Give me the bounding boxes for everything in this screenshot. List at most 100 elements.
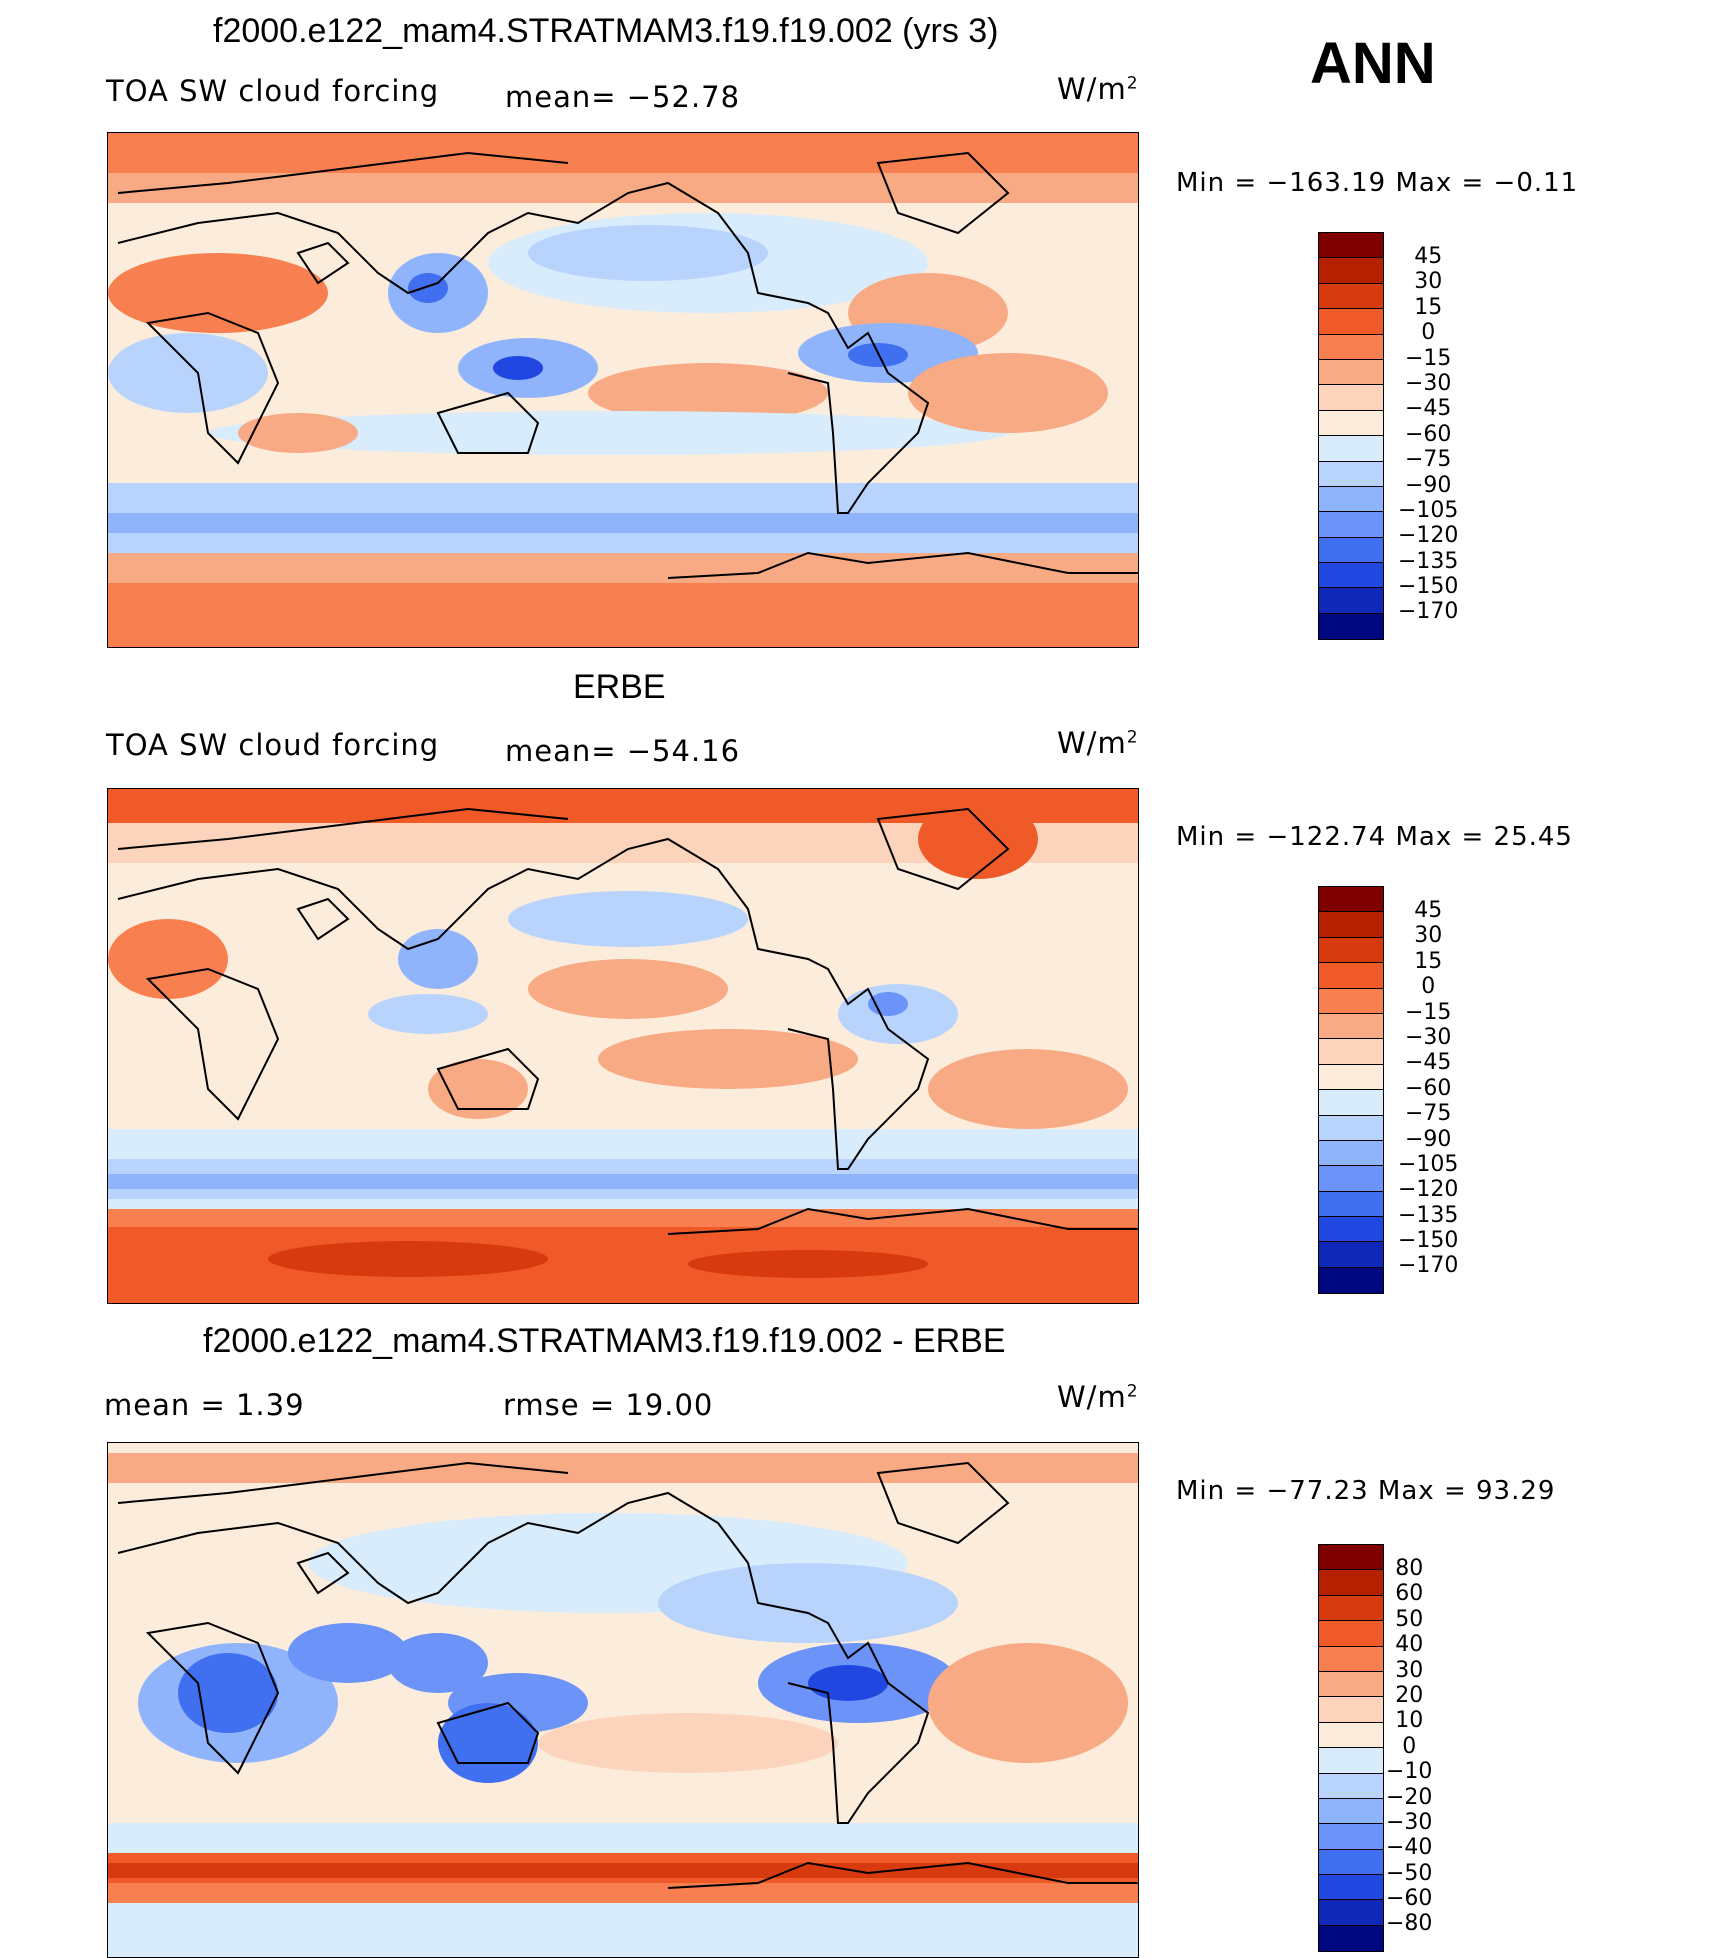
colorbar-tick-label: −45: [1405, 396, 1452, 422]
colorbar-tick-label: −170: [1398, 599, 1459, 625]
colorbar-tick-label: 15: [1414, 294, 1443, 320]
colorbar-swatch: [1319, 887, 1383, 913]
colorbar-swatch: [1319, 233, 1383, 259]
colorbar-swatch: [1319, 1090, 1383, 1116]
colorbar-tick-label: −80: [1386, 1911, 1433, 1937]
colorbar-swatch: [1319, 1824, 1383, 1850]
panel2-field-label: TOA SW cloud forcing: [106, 728, 440, 762]
colorbar-tick-label: 50: [1395, 1606, 1424, 1632]
colorbar-tick-label: −60: [1405, 1075, 1452, 1101]
colorbar-tick-label: 30: [1414, 923, 1443, 949]
panel1-min-max: Min = −163.19 Max = −0.11: [1176, 168, 1579, 198]
colorbar-tick-label: 10: [1395, 1708, 1424, 1734]
colorbar-swatch: [1319, 309, 1383, 335]
colorbar-swatch: [1319, 283, 1383, 310]
colorbar-swatch: [1319, 1722, 1383, 1749]
panel2-map: [107, 788, 1139, 1304]
colorbar-swatch: [1319, 1900, 1383, 1926]
colorbar-swatch: [1319, 1064, 1383, 1091]
colorbar-swatch: [1319, 1621, 1383, 1647]
panel1-units: W/m2: [1057, 72, 1139, 106]
colorbar-tick-label: −15: [1405, 999, 1452, 1025]
colorbar-tick-label: −30: [1405, 1024, 1452, 1050]
panel1-mean-label: mean= −52.78: [505, 80, 741, 114]
colorbar-swatch: [1319, 512, 1383, 538]
colorbar-tick-label: −40: [1386, 1835, 1433, 1861]
colorbar-swatch: [1319, 1570, 1383, 1596]
colorbar-swatch: [1319, 1039, 1383, 1065]
colorbar-swatch: [1319, 1595, 1383, 1622]
panel2-units: W/m2: [1057, 726, 1139, 760]
colorbar-tick-label: −60: [1386, 1886, 1433, 1912]
colorbar-swatch: [1319, 1115, 1383, 1141]
panel1-map: [107, 132, 1139, 648]
colorbar-swatch: [1319, 1140, 1383, 1167]
panel3-map: [107, 1442, 1139, 1958]
colorbar-swatch: [1319, 1646, 1383, 1672]
colorbar-swatch: [1319, 385, 1383, 411]
panel1-title: f2000.e122_mam4.STRATMAM3.f19.f19.002 (y…: [213, 12, 999, 50]
colorbar-tick-label: 30: [1414, 269, 1443, 295]
panel3-rmse-label: rmse = 19.00: [503, 1388, 714, 1422]
colorbar-tick-label: −135: [1398, 548, 1459, 574]
colorbar-swatch: [1319, 1013, 1383, 1040]
colorbar-swatch: [1319, 436, 1383, 462]
colorbar-tick-label: −105: [1398, 1151, 1459, 1177]
panel2-min-max: Min = −122.74 Max = 25.45: [1176, 822, 1573, 852]
colorbar-tick-label: 45: [1414, 244, 1443, 269]
colorbar-swatch: [1319, 1748, 1383, 1774]
colorbar-swatch: [1319, 588, 1383, 614]
colorbar-tick-label: 30: [1395, 1657, 1424, 1683]
colorbar-swatch: [1319, 410, 1383, 437]
colorbar-tick-label: −150: [1398, 574, 1459, 600]
colorbar-tick-label: −30: [1386, 1809, 1433, 1835]
panel2-colorbar-labels: 45 30 15 0 −15 −30 −45 −60 −75 −90 −105 −120 −135 −15…: [1398, 898, 1458, 1279]
colorbar-swatch: [1319, 1875, 1383, 1901]
panel1-field-label: TOA SW cloud forcing: [106, 74, 440, 108]
colorbar-swatch: [1319, 1242, 1383, 1268]
colorbar-swatch: [1319, 258, 1383, 284]
colorbar-swatch: [1319, 1166, 1383, 1192]
colorbar-swatch: [1319, 963, 1383, 989]
colorbar-tick-label: −90: [1405, 472, 1452, 498]
colorbar-swatch: [1319, 1697, 1383, 1723]
colorbar-tick-label: 0: [1402, 1733, 1417, 1759]
colorbar-tick-label: 80: [1395, 1556, 1424, 1581]
colorbar-swatch: [1319, 461, 1383, 487]
colorbar-swatch: [1319, 486, 1383, 513]
colorbar-tick-label: −170: [1398, 1253, 1459, 1279]
colorbar-tick-label: 45: [1414, 898, 1443, 923]
season-label: ANN: [1310, 31, 1436, 96]
panel3-min-max: Min = −77.23 Max = 93.29: [1176, 1476, 1556, 1506]
colorbar-tick-label: 60: [1395, 1581, 1424, 1607]
panel2-title: ERBE: [573, 668, 666, 706]
colorbar-tick-label: 40: [1395, 1632, 1424, 1658]
colorbar-tick-label: 0: [1421, 974, 1436, 1000]
colorbar-swatch: [1319, 1217, 1383, 1243]
colorbar-swatch: [1319, 1191, 1383, 1218]
colorbar-tick-label: −150: [1398, 1228, 1459, 1254]
colorbar-swatch: [1319, 537, 1383, 564]
colorbar-swatch: [1319, 359, 1383, 386]
colorbar-swatch: [1319, 912, 1383, 938]
colorbar-tick-label: −120: [1398, 523, 1459, 549]
colorbar-tick-label: −60: [1405, 421, 1452, 447]
colorbar-swatch: [1319, 613, 1383, 640]
colorbar-swatch: [1319, 334, 1383, 360]
colorbar-swatch: [1319, 1267, 1383, 1294]
colorbar-tick-label: −20: [1386, 1784, 1433, 1810]
colorbar-swatch: [1319, 1545, 1383, 1571]
colorbar-tick-label: −105: [1398, 497, 1459, 523]
panel3-units: W/m2: [1057, 1380, 1139, 1414]
colorbar-tick-label: −45: [1405, 1050, 1452, 1076]
colorbar-swatch: [1319, 1671, 1383, 1698]
panel3-colorbar: [1318, 1544, 1384, 1953]
colorbar-swatch: [1319, 1798, 1383, 1825]
panel3-mean-label: mean = 1.39: [104, 1388, 305, 1422]
colorbar-swatch: [1319, 563, 1383, 589]
colorbar-tick-label: 0: [1421, 320, 1436, 346]
colorbar-tick-label: −120: [1398, 1177, 1459, 1203]
colorbar-tick-label: 15: [1414, 948, 1443, 974]
colorbar-tick-label: −30: [1405, 370, 1452, 396]
colorbar-swatch: [1319, 937, 1383, 964]
